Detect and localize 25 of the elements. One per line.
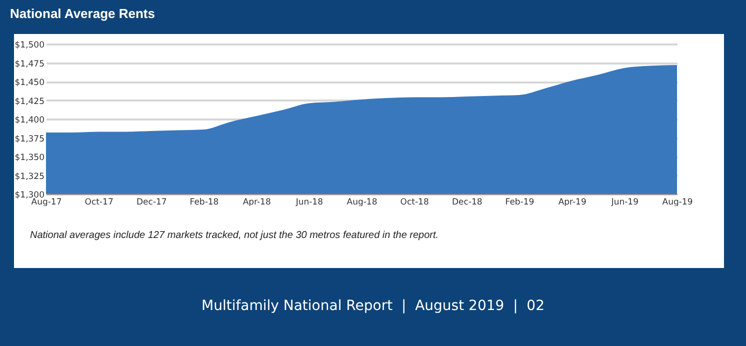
y-tick-label: $1,400	[14, 116, 44, 126]
text: National averages include 127 markets tracked, not just the 30 metros featured in the report.	[30, 230, 439, 241]
text: Multifamily National Report | August 2019 | 02	[200, 298, 546, 314]
x-tick-label: Feb-19	[505, 198, 534, 208]
y-tick-label: $1,350	[14, 153, 44, 163]
y-tick-label: $1,475	[14, 59, 44, 70]
y-tick-label: $1,325	[14, 172, 44, 182]
x-tick-label: Dec-17	[136, 198, 167, 208]
y-tick-label: $1,500	[14, 40, 44, 50]
y-tick-label: $1,450	[14, 78, 44, 88]
x-tick-label: Jun-18	[294, 198, 324, 208]
x-tick-label: Oct-18	[400, 198, 429, 208]
chart-title: National Average Rents	[10, 6, 155, 21]
x-tick-label: Oct-17	[84, 198, 114, 208]
y-tick-label: $1,300	[14, 190, 44, 200]
x-tick-label: Aug-19	[662, 198, 693, 208]
x-tick-label: Dec-18	[452, 198, 482, 208]
x-tick-label: Jun-19	[610, 198, 639, 208]
x-tick-label: Aug-18	[346, 198, 378, 208]
x-tick-label: Apr-18	[242, 198, 271, 208]
x-tick-label: Apr-19	[558, 198, 586, 208]
x-tick-label: Feb-18	[190, 198, 219, 208]
y-tick-label: $1,425	[14, 96, 44, 107]
y-tick-label: $1,375	[14, 134, 44, 144]
x-tick-label: Aug-17	[31, 198, 62, 208]
